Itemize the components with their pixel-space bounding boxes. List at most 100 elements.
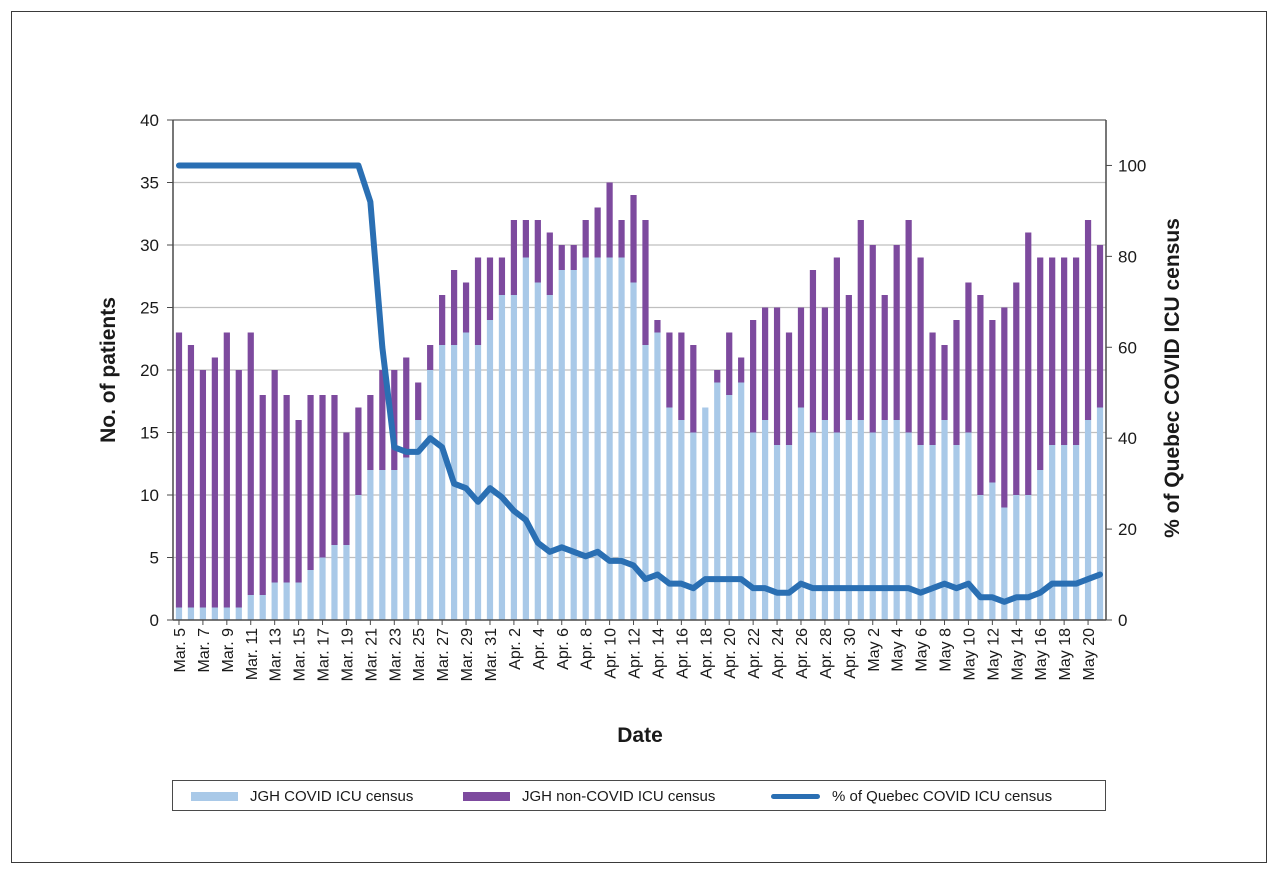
- bar-covid: [965, 432, 972, 620]
- bar-covid: [1001, 507, 1008, 620]
- bar-noncovid: [893, 245, 900, 420]
- bar-noncovid: [295, 420, 302, 583]
- bar-covid: [678, 420, 685, 620]
- y2-tick-label: 60: [1118, 338, 1137, 357]
- bar-covid: [319, 557, 326, 620]
- bar-noncovid: [1061, 257, 1068, 445]
- bar-covid: [977, 495, 984, 620]
- bar-covid: [283, 582, 290, 620]
- x-tick-label: May 6: [914, 628, 931, 672]
- bar-noncovid: [211, 357, 218, 608]
- bar-covid: [570, 270, 577, 620]
- bar-noncovid: [1025, 232, 1032, 495]
- bar-noncovid: [343, 432, 350, 545]
- bar-covid: [307, 570, 314, 620]
- x-tick-label: Apr. 18: [698, 628, 715, 679]
- x-tick-label: Apr. 12: [627, 628, 644, 679]
- x-tick-label: Mar. 9: [220, 628, 237, 673]
- bar-noncovid: [989, 320, 996, 483]
- bar-noncovid: [175, 332, 183, 608]
- bar-covid: [929, 445, 936, 620]
- y-tick-label: 20: [140, 361, 159, 380]
- bar-noncovid: [367, 395, 374, 470]
- x-tick-label: Mar. 31: [483, 628, 500, 681]
- y-tick-label: 10: [140, 486, 159, 505]
- x-tick-label: Apr. 28: [818, 628, 835, 679]
- bar-noncovid: [259, 395, 266, 595]
- tick-labels: 0 5 10 15 20 25 30 35 40 0 20 40 60 80 100 Mar. 5 Mar. 7…: [140, 111, 1146, 681]
- x-tick-label: Mar. 23: [387, 628, 404, 681]
- bar-noncovid: [558, 245, 565, 270]
- bar-noncovid: [450, 270, 458, 345]
- y-tick-label: 15: [140, 424, 159, 443]
- x-tick-label: May 10: [961, 628, 978, 681]
- legend-swatch-noncovid: [463, 792, 510, 801]
- bar-noncovid: [821, 307, 829, 420]
- bar-noncovid: [845, 295, 852, 420]
- bar-covid: [427, 370, 434, 620]
- bar-covid: [510, 295, 518, 620]
- bar-noncovid: [690, 345, 697, 433]
- bar-noncovid: [666, 332, 673, 408]
- bar-noncovid: [1037, 257, 1044, 470]
- x-tick-label: Mar. 27: [435, 628, 452, 681]
- bar-covid: [857, 420, 864, 620]
- percent-line-layer: [175, 162, 1104, 605]
- bar-noncovid: [738, 357, 745, 383]
- bar-noncovid: [618, 220, 625, 258]
- bar-noncovid: [1084, 220, 1092, 420]
- bar-noncovid: [1072, 257, 1080, 445]
- bar-covid: [666, 407, 673, 620]
- bar-covid: [235, 607, 242, 620]
- bar-noncovid: [391, 370, 398, 470]
- bar-covid: [199, 607, 207, 620]
- legend-item-percent: % of Quebec COVID ICU census: [771, 788, 1052, 805]
- bar-noncovid: [283, 395, 290, 583]
- x-tick-label: Mar. 25: [411, 628, 428, 681]
- bar-covid: [403, 457, 410, 620]
- bar-noncovid: [1001, 307, 1008, 508]
- bar-covid: [343, 545, 350, 620]
- bar-noncovid: [905, 220, 912, 433]
- x-tick-label: Apr. 22: [746, 628, 763, 679]
- x-axis-title: Date: [617, 724, 663, 747]
- x-tick-label: Apr. 6: [555, 628, 572, 670]
- legend: JGH COVID ICU census JGH non-COVID ICU c…: [172, 780, 1106, 811]
- bar-covid: [1072, 445, 1080, 620]
- bar-noncovid: [486, 257, 494, 320]
- bar-noncovid: [761, 307, 769, 420]
- bar-noncovid: [510, 220, 518, 295]
- bar-noncovid: [642, 220, 649, 345]
- bar-noncovid: [833, 257, 840, 433]
- x-tick-label: May 18: [1057, 628, 1074, 681]
- bar-covid: [1025, 495, 1032, 620]
- bar-noncovid: [235, 370, 242, 608]
- y2-tick-label: 20: [1118, 520, 1137, 539]
- x-tick-label: May 12: [985, 628, 1002, 681]
- x-tick-label: Mar. 17: [316, 628, 333, 681]
- bar-covid: [738, 382, 745, 620]
- bar-covid: [415, 420, 422, 620]
- x-tick-label: Apr. 24: [770, 628, 787, 679]
- bar-covid: [331, 545, 338, 620]
- bar-noncovid: [929, 332, 936, 445]
- bar-covid: [606, 257, 613, 620]
- bar-noncovid: [331, 395, 338, 545]
- y2-tick-label: 40: [1118, 429, 1137, 448]
- bar-noncovid: [534, 220, 541, 283]
- bar-covid: [1061, 445, 1068, 620]
- legend-label-noncovid: JGH non-COVID ICU census: [522, 788, 716, 805]
- bar-covid: [498, 295, 506, 620]
- x-tick-label: Apr. 4: [531, 628, 548, 670]
- bar-covid: [785, 445, 793, 620]
- x-tick-label: May 4: [890, 628, 907, 672]
- bar-noncovid: [797, 307, 805, 408]
- legend-label-percent: % of Quebec COVID ICU census: [832, 788, 1053, 805]
- x-tick-label: Apr. 2: [507, 628, 524, 670]
- x-tick-label: Mar. 13: [268, 628, 285, 681]
- bar-noncovid: [977, 295, 984, 495]
- x-tick-label: Apr. 10: [603, 628, 620, 679]
- axes: [167, 119, 1112, 625]
- bar-covid: [1013, 495, 1020, 620]
- y-tick-label: 5: [150, 549, 159, 568]
